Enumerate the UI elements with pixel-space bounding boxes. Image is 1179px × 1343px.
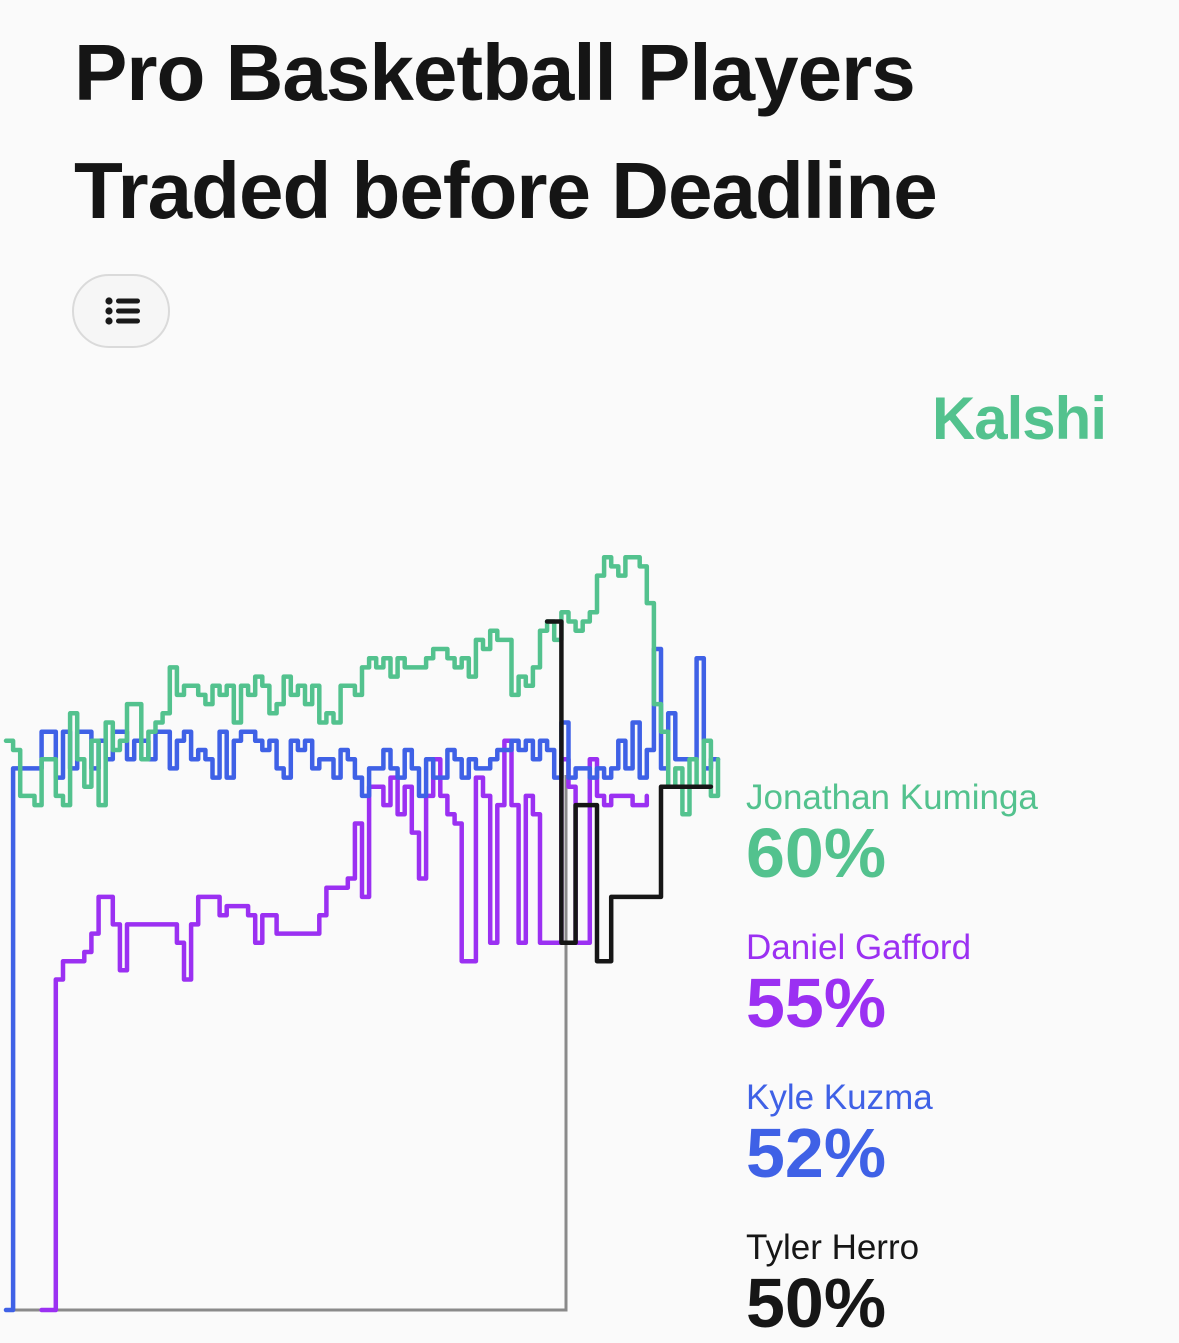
legend-item: Tyler Herro 50%: [746, 1228, 1166, 1342]
chart-series-group: [3, 554, 721, 1313]
legend-series-name: Kyle Kuzma: [746, 1078, 933, 1117]
list-bullets-icon: [105, 297, 140, 325]
list-view-button[interactable]: [72, 274, 170, 348]
legend-series-value: 60%: [746, 814, 887, 892]
legend-item: Daniel Gafford 55%: [746, 928, 1166, 1042]
legend-series-value: 50%: [746, 1264, 887, 1342]
page-title: Pro Basketball Players Traded before Dea…: [74, 28, 938, 235]
legend-series-name: Jonathan Kuminga: [746, 778, 1038, 817]
series-line-kyle-kuzma: [3, 646, 721, 1313]
legend-item: Jonathan Kuminga 60%: [746, 778, 1166, 892]
series-line-jonathan-kuminga: [3, 554, 721, 817]
line-chart: [3, 554, 721, 1313]
legend-series-value: 55%: [746, 964, 887, 1042]
history-frame-line: [6, 775, 568, 1312]
kalshi-logo: Kalshi: [931, 385, 1107, 452]
legend-series-name: Tyler Herro: [746, 1228, 920, 1267]
legend-item: Kyle Kuzma 52%: [746, 1078, 1166, 1192]
legend-series-name: Daniel Gafford: [746, 928, 972, 967]
series-line-daniel-gafford: [39, 738, 650, 1313]
legend-series-value: 52%: [746, 1114, 887, 1192]
series-line-tyler-herro: [544, 619, 714, 964]
